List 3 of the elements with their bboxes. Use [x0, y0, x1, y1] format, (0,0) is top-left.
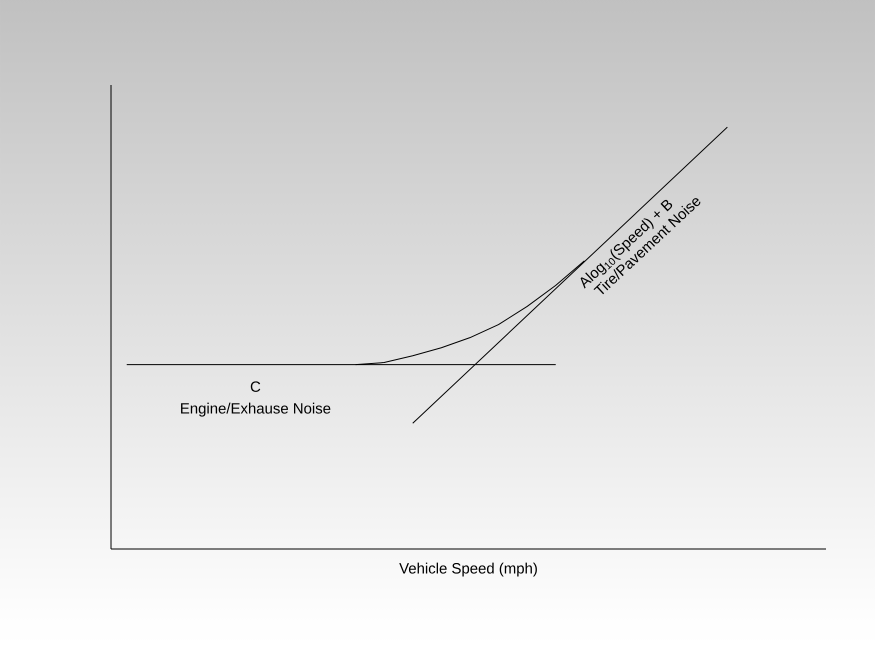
x-axis-title: Vehicle Speed (mph)	[399, 562, 537, 577]
annotation: C	[250, 381, 260, 392]
annotation: Engine/Exhause Noise	[181, 402, 330, 417]
